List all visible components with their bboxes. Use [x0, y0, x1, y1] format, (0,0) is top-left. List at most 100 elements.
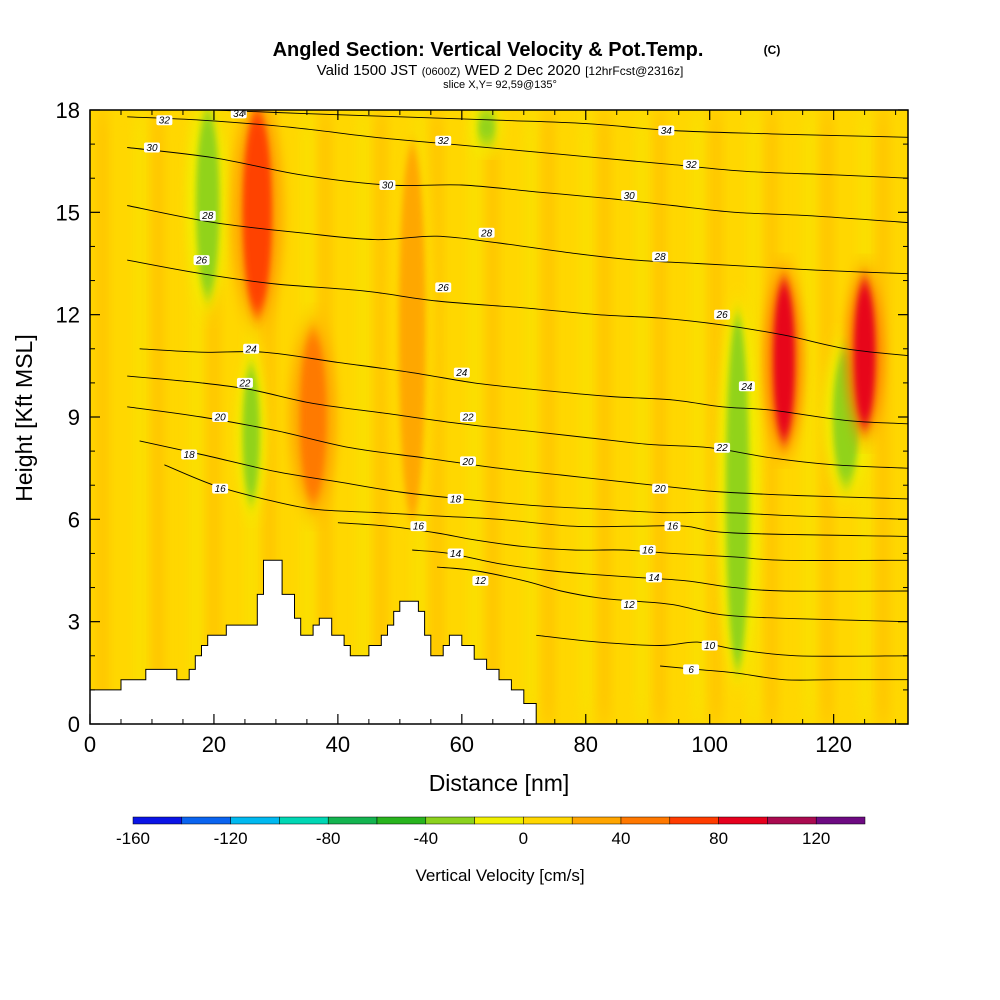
contour-label: 34 [233, 109, 245, 120]
contour-label-bg [447, 548, 464, 559]
contour-label-bg [738, 381, 755, 392]
colorbar-tick-label: 0 [519, 829, 528, 848]
contour-label: 16 [413, 522, 425, 533]
colorbar-swatch [523, 816, 573, 825]
contour-label: 22 [461, 413, 474, 424]
contour-label: 16 [642, 546, 654, 557]
x-tick-label: 60 [450, 732, 474, 757]
x-axis: 0 20 40 60 80 100 120 [84, 110, 897, 757]
shading-band [338, 110, 351, 724]
x-tick-label: 0 [84, 732, 96, 757]
subtitle-forecast: [12hrFcst@2316z] [585, 64, 683, 78]
contour-line [337, 522, 908, 561]
contour-label-bg [639, 545, 656, 556]
contour-label: 20 [461, 457, 474, 468]
contour-line [213, 110, 908, 138]
shading-band [449, 110, 462, 724]
shading-band [616, 110, 629, 724]
contour-label-bg [447, 493, 464, 504]
contour-label-bg [714, 309, 731, 320]
colorbar-tick-label: 80 [709, 829, 728, 848]
shading-band [375, 110, 388, 724]
shading-band [170, 110, 183, 724]
contour-label-bg [460, 456, 477, 467]
contour-label-bg [664, 521, 681, 532]
x-tick-label: 80 [574, 732, 598, 757]
updraft-core [853, 280, 876, 428]
colorbar: -160 -120 -80 -40 0 40 80 120 [116, 816, 866, 848]
contour-label-bg [143, 142, 160, 153]
contour-label-bg [621, 599, 638, 610]
x-tick-label: 40 [326, 732, 350, 757]
downdraft-core [477, 110, 497, 145]
shading-band [672, 110, 685, 724]
colorbar-tick-label: -120 [214, 829, 248, 848]
contour-label: 24 [740, 382, 753, 393]
colorbar-swatch [767, 816, 817, 825]
contour-label-bg [683, 159, 700, 170]
shading-band [505, 110, 518, 724]
contour-line [139, 440, 908, 520]
y-tick-label: 9 [68, 405, 80, 430]
x-tick-label: 20 [202, 732, 226, 757]
chart-title: Angled Section: Vertical Velocity & Pot.… [273, 39, 704, 61]
contour-label-bg [714, 442, 731, 453]
colorbar-tick-label: -160 [116, 829, 150, 848]
contour-line [412, 549, 908, 592]
shading-band [654, 110, 667, 724]
contour-label-bg [478, 227, 495, 238]
contour-label: 22 [716, 443, 729, 454]
shading-band [579, 110, 592, 724]
chart-title-unit: (C) [764, 43, 781, 57]
contour-label-bg [435, 282, 452, 293]
contour-line [127, 375, 908, 469]
colorbar-tick-label: 120 [802, 829, 830, 848]
contour-line [127, 116, 908, 179]
y-tick-label: 18 [56, 98, 80, 123]
shading-band [598, 110, 611, 724]
shading-band [96, 110, 109, 724]
contour-label: 28 [654, 252, 667, 263]
colorbar-swatch [620, 816, 671, 825]
slice-label: slice X,Y= 92,59@135° [443, 79, 557, 91]
colorbar-swatch [279, 816, 329, 825]
contour-label: 16 [667, 522, 679, 533]
downdraft-core [195, 110, 220, 298]
x-tick-label: 100 [691, 732, 728, 757]
contour-label-bg [652, 251, 669, 262]
y-axis-label: Height [Kft MSL] [11, 334, 37, 501]
contour-label-bg [236, 377, 253, 388]
shading-band [561, 110, 574, 724]
shading-band [152, 110, 165, 724]
contour-label-bg [645, 572, 662, 583]
contour-label-bg [460, 412, 477, 422]
contour-label-bg [410, 521, 427, 532]
colorbar-label: Vertical Velocity [cm/s] [415, 866, 584, 885]
contour-label: 32 [686, 160, 698, 171]
colorbar-tick-label: -40 [414, 829, 439, 848]
colorbar-swatch [181, 816, 231, 825]
colorbar-swatch [474, 816, 524, 825]
contour-label-bg [701, 640, 718, 651]
contour-label-bg [156, 115, 173, 126]
shading-band [282, 110, 295, 724]
y-tick-label: 12 [56, 303, 80, 328]
colorbar-swatch [718, 816, 768, 825]
contour-line [127, 406, 908, 500]
contour-label: 6 [688, 665, 694, 676]
contour-label: 28 [480, 228, 493, 239]
shading-band [114, 110, 127, 724]
colorbar-swatch [376, 816, 427, 825]
contour-line [127, 205, 908, 275]
contour-line [127, 147, 908, 224]
subtitle-valid: Valid 1500 JST [317, 62, 418, 79]
shading-band [877, 110, 890, 724]
colorbar-swatch [230, 816, 280, 825]
downdraft-core [242, 365, 260, 503]
colorbar-swatch [425, 816, 475, 825]
contour-label-bg [379, 180, 396, 191]
contour-label: 30 [146, 143, 158, 154]
contour-label: 18 [184, 450, 196, 461]
shading-band [133, 110, 146, 724]
